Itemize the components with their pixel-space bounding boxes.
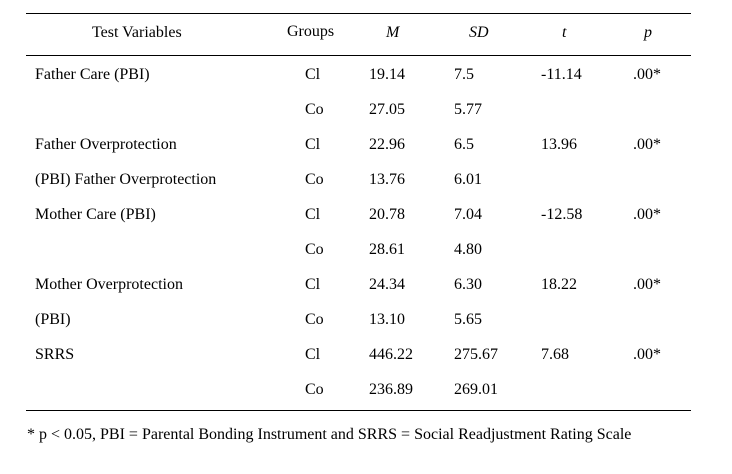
cell-sd: 5.77: [454, 101, 482, 118]
header-p: p: [644, 24, 652, 41]
cell-test-variable: Father Care (PBI): [35, 66, 150, 83]
cell-test-variable: Mother Care (PBI): [35, 206, 156, 223]
cell-t: 7.68: [541, 346, 569, 363]
cell-group: Co: [305, 171, 324, 188]
cell-group: Co: [305, 381, 324, 398]
cell-group: Co: [305, 101, 324, 118]
header-m: M: [386, 24, 400, 41]
cell-test-variable: Mother Overprotection: [35, 276, 183, 293]
cell-m: 446.22: [369, 346, 413, 363]
header-t: t: [562, 24, 567, 41]
cell-sd: 269.01: [454, 381, 498, 398]
cell-m: 236.89: [369, 381, 413, 398]
cell-p: .00*: [633, 66, 661, 83]
cell-test-variable: (PBI) Father Overprotection: [35, 171, 217, 188]
cell-m: 19.14: [369, 66, 405, 83]
cell-group: Co: [305, 241, 324, 258]
cell-m: 22.96: [369, 136, 405, 153]
cell-group: Cl: [305, 206, 321, 223]
cell-m: 20.78: [369, 206, 405, 223]
cell-group: Cl: [305, 276, 321, 293]
cell-sd: 7.5: [454, 66, 474, 83]
cell-m: 27.05: [369, 101, 405, 118]
table-footnote: * p < 0.05, PBI = Parental Bonding Instr…: [27, 426, 632, 443]
cell-m: 13.10: [369, 311, 405, 328]
cell-p: .00*: [633, 206, 661, 223]
cell-t: 18.22: [541, 276, 577, 293]
cell-m: 28.61: [369, 241, 405, 258]
cell-sd: 6.30: [454, 276, 482, 293]
cell-m: 24.34: [369, 276, 405, 293]
cell-sd: 7.04: [454, 206, 482, 223]
cell-test-variable: Father Overprotection: [35, 136, 177, 153]
cell-sd: 4.80: [454, 241, 482, 258]
table-top-rule: [26, 13, 691, 14]
cell-group: Cl: [305, 346, 321, 363]
header-sd: SD: [469, 24, 489, 41]
cell-test-variable: SRRS: [35, 346, 75, 363]
header-test-variables: Test Variables: [92, 24, 182, 41]
cell-t: -11.14: [541, 66, 582, 83]
cell-m: 13.76: [369, 171, 405, 188]
cell-t: 13.96: [541, 136, 577, 153]
cell-test-variable: (PBI): [35, 311, 71, 328]
cell-sd: 6.01: [454, 171, 482, 188]
cell-p: .00*: [633, 276, 661, 293]
cell-group: Cl: [305, 66, 321, 83]
cell-group: Co: [305, 311, 324, 328]
cell-p: .00*: [633, 136, 661, 153]
cell-t: -12.58: [541, 206, 583, 223]
cell-sd: 6.5: [454, 136, 474, 153]
cell-group: Cl: [305, 136, 321, 153]
header-groups: Groups: [287, 23, 335, 40]
table-header-rule: [26, 55, 691, 56]
cell-p: .00*: [633, 346, 661, 363]
cell-sd: 275.67: [454, 346, 498, 363]
cell-sd: 5.65: [454, 311, 482, 328]
table-bottom-rule: [26, 410, 691, 411]
